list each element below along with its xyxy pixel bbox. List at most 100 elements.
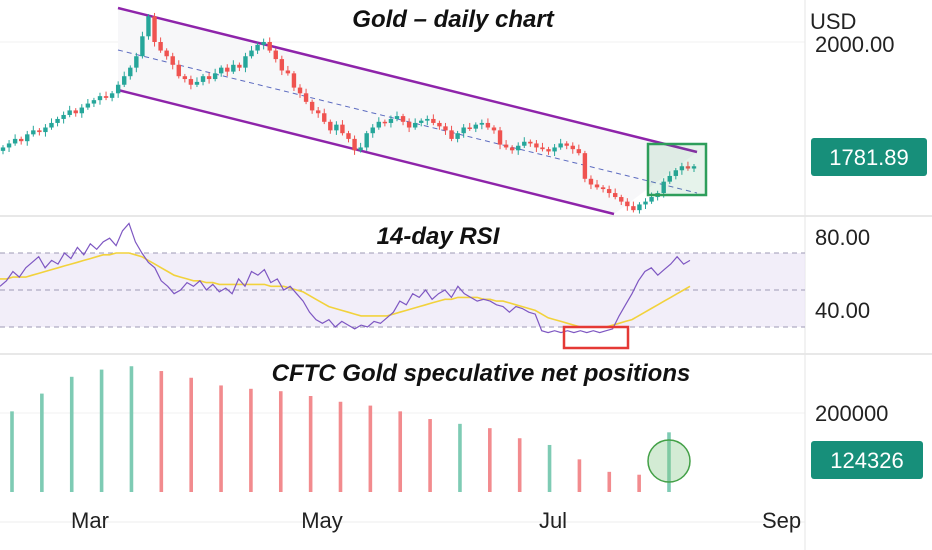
candle-body (564, 143, 569, 146)
cftc-bar (368, 405, 373, 492)
candle-body (431, 118, 436, 123)
cftc-bar (458, 423, 462, 492)
cftc-bar (99, 369, 104, 492)
candle-body (388, 118, 394, 123)
breakout-highlight-box (646, 142, 708, 197)
candle-body (606, 189, 612, 194)
candle-body (613, 193, 618, 198)
candle-body (279, 59, 285, 71)
price-pane (0, 6, 708, 216)
rsi-axis-tick-40: 40.00 (815, 298, 870, 323)
candle-body (188, 79, 194, 85)
candle-body (115, 84, 121, 94)
candle-body (370, 127, 375, 134)
cftc-bar (189, 377, 193, 492)
candle-body (497, 130, 503, 145)
candle-body (291, 73, 297, 88)
candle-body (231, 64, 236, 72)
cftc-bar (428, 419, 432, 492)
candle-body (340, 124, 345, 134)
candle-body (200, 76, 206, 82)
last-price-badge: 1781.89 (811, 138, 927, 176)
candle-body (309, 101, 315, 111)
candle-body (625, 201, 630, 207)
candle-body (376, 121, 382, 128)
rsi-chart-title: 14-day RSI (377, 223, 501, 250)
candle-body (503, 144, 509, 148)
currency-label: USD (810, 9, 856, 34)
trend-channel-fill (118, 8, 697, 214)
candle-body (522, 141, 527, 146)
candle-body (558, 143, 563, 148)
candle-body (576, 149, 582, 154)
candle-body (400, 116, 406, 122)
candle-body (97, 96, 103, 101)
cftc-pane (10, 366, 691, 492)
candle-body (152, 16, 157, 42)
candle-body (212, 73, 218, 80)
oversold-highlight-box (562, 325, 630, 350)
cftc-bar (637, 474, 641, 492)
candle-body (31, 130, 36, 135)
candle-body (146, 16, 151, 37)
candle-body (685, 166, 691, 169)
cftc-bar (577, 459, 582, 492)
candle-body (194, 81, 200, 85)
candle-body (73, 110, 78, 114)
candle-body (170, 56, 175, 65)
cftc-bar (308, 396, 313, 492)
candle-body (334, 124, 339, 131)
candle-body (61, 114, 66, 119)
candle-body (406, 121, 412, 128)
cftc-bar (667, 432, 671, 492)
cftc-bar (69, 376, 74, 492)
last-cftc-value: 124326 (830, 448, 903, 473)
candle-body (134, 56, 139, 68)
candle-body (261, 42, 266, 45)
rsi-line (0, 222, 691, 334)
candle-body (267, 42, 272, 51)
candle-body (249, 50, 254, 57)
cftc-bar (338, 401, 343, 492)
candle-body (140, 36, 145, 57)
channel-upper-line (117, 6, 698, 154)
candle-body (206, 76, 212, 80)
candle-body (419, 120, 424, 123)
cftc-bar (517, 438, 522, 492)
candle-body (479, 122, 485, 125)
month-label-sep: Sep (762, 508, 801, 533)
candle-body (164, 50, 169, 57)
candle-body (182, 76, 188, 80)
candle-body (364, 133, 369, 148)
cftc-bar (129, 366, 134, 492)
candle-body (691, 166, 697, 169)
candle-body (128, 67, 133, 77)
cftc-highlight-circle (647, 439, 691, 483)
candle-body (346, 133, 351, 139)
candle-body (679, 166, 685, 171)
cftc-bars (10, 366, 671, 492)
candle-body (667, 175, 672, 182)
price-axis-tick: 2000.00 (815, 32, 895, 57)
rsi-moving-average-line (0, 252, 691, 328)
candle-body (643, 201, 648, 205)
candle-body (49, 122, 54, 128)
cftc-bar (40, 393, 44, 492)
candle-body (473, 124, 478, 129)
candle-body (637, 204, 642, 211)
candle-body (516, 145, 521, 151)
cftc-bar (10, 411, 14, 492)
candle-body (461, 127, 466, 134)
candle-body (6, 143, 12, 148)
candle-body (12, 138, 18, 144)
candle-body (322, 113, 327, 122)
candle-body (443, 126, 448, 131)
candle-body (631, 206, 636, 211)
cftc-axis-tick: 200000 (815, 401, 888, 426)
rsi-pane (0, 222, 805, 350)
candle-body (570, 145, 575, 150)
candle-body (122, 76, 127, 85)
cftc-bar (398, 411, 403, 492)
candle-body (455, 133, 460, 139)
candle-body (25, 134, 30, 142)
